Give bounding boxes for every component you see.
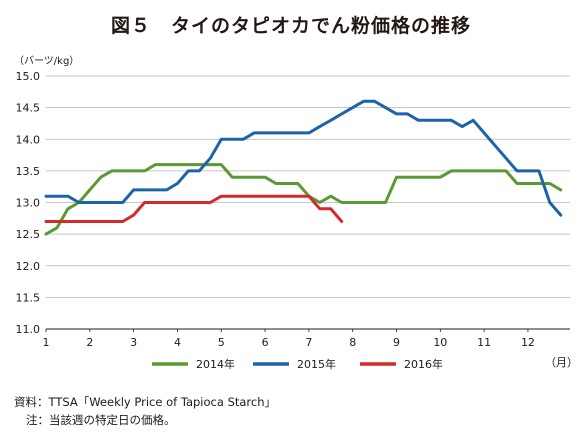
line-chart: 図５ タイのタピオカでん粉価格の推移 （バーツ/kg） 11.0 11.5 12.0… xyxy=(14,14,578,371)
y-tick-label: 12.5 xyxy=(16,228,41,241)
chart-title: 図５ タイのタピオカでん粉価格の推移 xyxy=(111,14,471,37)
x-tick-label: 9 xyxy=(393,336,400,349)
x-tick-label: 2 xyxy=(86,336,93,349)
footnote: 注：当該週の特定日の価格。 xyxy=(26,413,176,427)
x-axis-ticks: 1 2 3 4 5 6 7 8 9 10 11 12 xyxy=(43,329,535,349)
x-tick-label: 12 xyxy=(521,336,535,349)
x-axis-unit-label: （月） xyxy=(545,356,578,369)
y-tick-label: 13.5 xyxy=(16,165,41,178)
x-tick-label: 11 xyxy=(477,336,491,349)
y-axis-ticks: 11.0 11.5 12.0 12.5 13.0 13.5 14.0 14.5 15.0 xyxy=(16,70,41,336)
y-tick-label: 11.5 xyxy=(16,291,41,304)
x-tick-label: 4 xyxy=(174,336,181,349)
legend-label-3: 2016年 xyxy=(404,357,443,371)
x-tick-label: 1 xyxy=(43,336,50,349)
x-tick-label: 6 xyxy=(262,336,269,349)
series-line-1 xyxy=(44,163,563,236)
y-tick-label: 12.0 xyxy=(16,260,41,273)
source-note: 資料：TTSA「Weekly Price of Tapioca Starch」 xyxy=(14,395,277,409)
y-tick-label: 14.5 xyxy=(16,102,41,115)
y-tick-label: 15.0 xyxy=(16,70,41,83)
y-axis-unit-label: （バーツ/kg） xyxy=(14,55,79,67)
y-tick-label: 14.0 xyxy=(16,133,41,146)
series-lines xyxy=(44,99,563,236)
y-tick-label: 13.0 xyxy=(16,197,41,210)
y-tick-label: 11.0 xyxy=(16,323,41,336)
legend-label-1: 2014年 xyxy=(196,357,235,371)
x-tick-label: 5 xyxy=(218,336,225,349)
series-line-2 xyxy=(44,99,563,217)
legend: 2014年 2015年 2016年 xyxy=(152,357,443,371)
x-tick-label: 10 xyxy=(433,336,447,349)
legend-label-2: 2015年 xyxy=(297,357,336,371)
x-tick-label: 3 xyxy=(130,336,137,349)
x-tick-label: 7 xyxy=(305,336,312,349)
series-line-3 xyxy=(44,194,344,223)
x-tick-label: 8 xyxy=(349,336,356,349)
